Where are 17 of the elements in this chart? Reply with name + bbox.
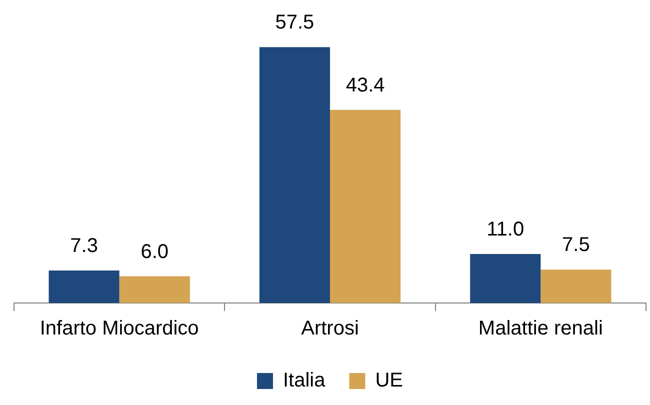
- bar: [259, 47, 330, 303]
- x-tick-label: Malattie renali: [478, 318, 603, 340]
- data-label: 7.3: [70, 235, 98, 258]
- bar: [470, 254, 541, 303]
- data-label: 43.4: [346, 74, 385, 96]
- data-label: 11.0: [486, 218, 524, 241]
- legend-label: Italia: [282, 370, 326, 392]
- bar: [540, 270, 612, 303]
- data-label: 7.5: [562, 234, 590, 256]
- x-tick-label: Infarto Miocardico: [40, 318, 199, 340]
- bar: [330, 110, 401, 303]
- x-tick-label: Artrosi: [301, 318, 359, 340]
- bar: [119, 276, 190, 303]
- bar: [48, 270, 120, 303]
- data-label: 57.5: [275, 12, 314, 34]
- data-label: 6.0: [140, 240, 169, 263]
- legend-label: UE: [375, 370, 404, 392]
